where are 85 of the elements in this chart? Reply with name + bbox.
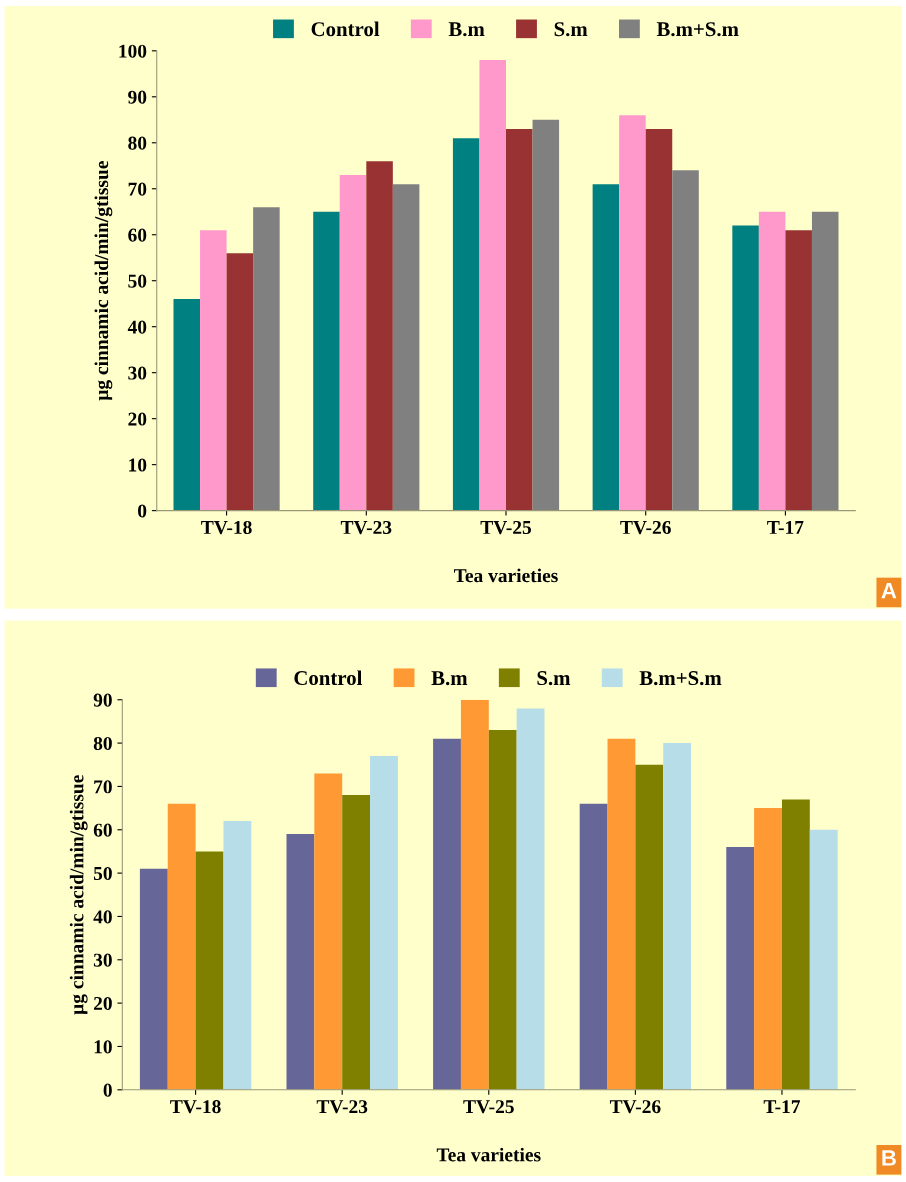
y-tick-label: 80 <box>128 136 147 150</box>
x-tick-label: TV-25 <box>463 1100 514 1114</box>
y-tick-label: 30 <box>128 366 147 380</box>
bar <box>342 795 371 1090</box>
bar <box>635 764 664 1090</box>
text: A <box>881 582 897 599</box>
legend-label: B.m <box>448 22 485 37</box>
bar <box>139 868 168 1090</box>
legend-label: B.m+S.m <box>639 671 722 686</box>
x-tick-label: T-17 <box>767 521 804 534</box>
bar <box>366 161 393 511</box>
y-tick-label: 30 <box>93 953 112 967</box>
bar <box>754 808 782 1090</box>
y-tick-label: 0 <box>103 1083 112 1097</box>
bar <box>370 756 398 1090</box>
y-tick-label: 50 <box>93 866 112 881</box>
bar <box>223 821 252 1090</box>
y-tick-label: 100 <box>119 44 147 58</box>
bar <box>809 829 838 1090</box>
bar <box>506 128 533 511</box>
bar <box>167 803 196 1090</box>
bar <box>460 699 489 1090</box>
y-tick-label: 90 <box>128 90 147 104</box>
x-tick-label: TV-18 <box>170 1100 221 1114</box>
y-tick-label: 40 <box>127 320 147 334</box>
bar <box>286 834 315 1090</box>
y-tick-label: 60 <box>128 228 147 242</box>
y-axis-title: µg cinnamic acid/min/gtissue <box>69 775 88 1015</box>
bar <box>619 115 646 511</box>
y-axis-title: µg cinnamic acid/min/gtissue <box>94 161 113 401</box>
bar <box>785 230 812 511</box>
bar <box>758 211 786 511</box>
y-tick-label: 20 <box>128 412 147 426</box>
y-tick-label: 90 <box>93 693 112 707</box>
text: B <box>882 1150 896 1166</box>
y-tick-label: 10 <box>94 1040 112 1054</box>
bar <box>781 799 810 1090</box>
bar <box>173 299 201 511</box>
bar <box>732 225 759 511</box>
legend-label: S.m <box>537 671 571 686</box>
bar <box>339 174 367 511</box>
x-tick-label: TV-23 <box>316 1100 368 1114</box>
bar <box>433 738 461 1090</box>
bar <box>663 743 692 1090</box>
x-axis-title: Tea varieties <box>436 1147 541 1162</box>
y-tick-label: 50 <box>128 274 147 288</box>
bar <box>313 211 340 511</box>
bar <box>479 60 506 511</box>
y-tick-label: 60 <box>93 823 112 837</box>
y-tick-label: 10 <box>129 458 147 472</box>
legend-label: S.m <box>554 22 588 37</box>
bar <box>607 738 636 1090</box>
bar <box>672 170 699 511</box>
bar <box>579 803 608 1090</box>
x-tick-label: TV-26 <box>609 1100 661 1114</box>
bar <box>452 138 480 511</box>
bar <box>314 773 343 1090</box>
x-tick-label: TV-26 <box>620 520 671 535</box>
x-tick-label: TV-25 <box>480 520 532 535</box>
bar <box>532 119 560 511</box>
bar <box>488 730 517 1090</box>
bar <box>592 184 620 511</box>
x-axis-title: Tea varieties <box>454 568 558 583</box>
y-tick-label: 70 <box>128 182 147 196</box>
x-tick-label: T-17 <box>763 1100 801 1114</box>
y-tick-label: 0 <box>138 504 147 518</box>
bar <box>811 211 839 511</box>
x-tick-label: TV-18 <box>201 520 252 535</box>
legend-label: Control <box>294 670 363 686</box>
bar <box>195 851 224 1090</box>
bar <box>200 230 227 511</box>
legend-label: B.m+S.m <box>656 22 739 37</box>
y-tick-label: 80 <box>93 736 112 751</box>
bar <box>392 184 420 511</box>
bar <box>726 847 755 1090</box>
y-tick-label: 70 <box>94 780 112 794</box>
legend-label: Control <box>311 21 380 37</box>
y-tick-label: 20 <box>93 996 112 1011</box>
x-tick-label: TV-23 <box>340 520 392 535</box>
bar <box>226 253 254 511</box>
bar <box>645 128 673 511</box>
bar <box>253 207 280 511</box>
bar <box>516 708 545 1090</box>
y-tick-label: 40 <box>93 910 112 924</box>
legend-label: B.m <box>431 671 468 686</box>
